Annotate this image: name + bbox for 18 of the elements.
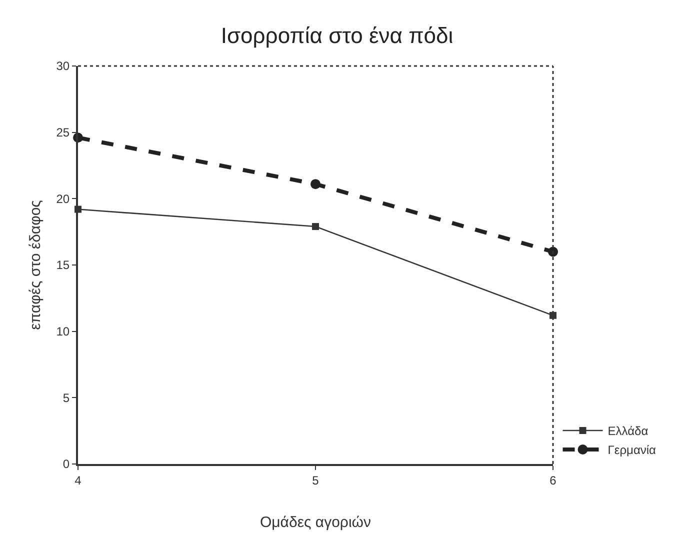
- x-tick-label: 6: [550, 473, 557, 488]
- y-tick-label: 0: [62, 457, 70, 472]
- y-axis-title: επαφές στο έδαφος: [26, 200, 44, 330]
- x-tick-label: 5: [312, 473, 320, 488]
- point: [548, 246, 558, 257]
- x-axis-title: Ομάδες αγοριών: [260, 514, 372, 531]
- legend-label: Ελλάδα: [608, 424, 648, 438]
- chart-title: Ισορροπία στο ένα πόδι: [220, 22, 454, 48]
- y-tick-label: 15: [56, 258, 70, 272]
- x-tick-label: 4: [74, 473, 82, 488]
- y-tick-label: 30: [56, 59, 70, 74]
- legend-label: Γερμανία: [608, 443, 656, 458]
- point: [310, 179, 320, 190]
- y-tick-label: 10: [56, 324, 70, 339]
- y-tick-label: 20: [56, 192, 70, 206]
- point: [312, 223, 319, 230]
- y-tick-label: 25: [56, 126, 70, 140]
- y-tick-label: 5: [62, 390, 70, 405]
